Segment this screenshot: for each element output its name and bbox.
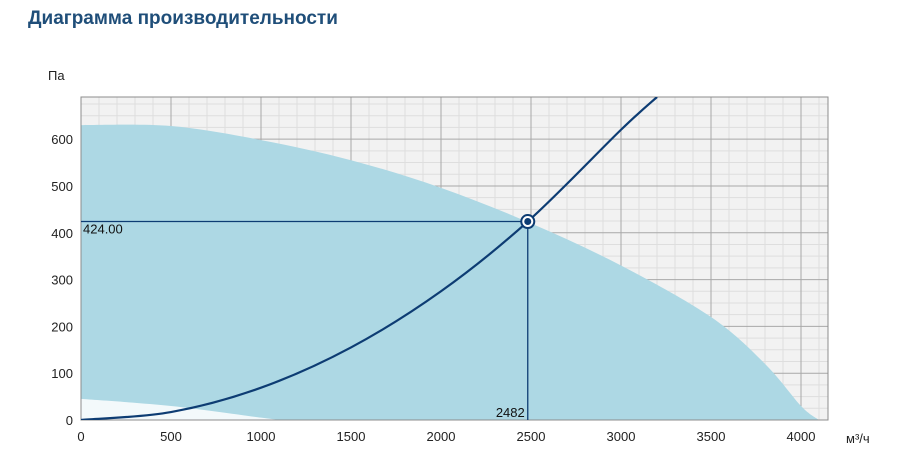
x-tick-label: 1000 <box>247 429 276 444</box>
x-axis-unit: м³/ч <box>846 431 870 446</box>
y-tick-label: 600 <box>51 132 73 147</box>
fan-envelope-upper-area <box>81 124 819 420</box>
y-tick-label: 300 <box>51 273 73 288</box>
y-tick-label: 200 <box>51 319 73 334</box>
y-tick-label: 0 <box>66 413 73 428</box>
x-tick-label: 2500 <box>517 429 546 444</box>
x-tick-label: 3000 <box>607 429 636 444</box>
x-tick-label: 4000 <box>787 429 816 444</box>
x-tick-label: 2000 <box>427 429 456 444</box>
y-axis-unit: Па <box>48 68 65 83</box>
x-tick-label: 0 <box>77 429 84 444</box>
plot-border <box>80 96 829 421</box>
x-tick-label: 1500 <box>337 429 366 444</box>
page-title: Диаграмма производительности <box>28 8 338 29</box>
x-tick-labels: 0 500 1000 1500 2000 2500 3000 3500 4000 <box>77 429 815 444</box>
y-tick-label: 400 <box>51 226 73 241</box>
y-tick-label: 500 <box>51 179 73 194</box>
x-tick-label: 500 <box>160 429 182 444</box>
y-tick-labels: 0 100 200 300 400 500 600 <box>51 132 73 428</box>
system-curve-line <box>81 97 658 420</box>
operating-point-pressure-label: 424.00 <box>83 222 123 237</box>
operating-point-flow-label: 2482 <box>496 405 525 420</box>
y-tick-label: 100 <box>51 366 73 381</box>
x-tick-label: 3500 <box>697 429 726 444</box>
operating-point-marker-inner <box>524 218 532 226</box>
